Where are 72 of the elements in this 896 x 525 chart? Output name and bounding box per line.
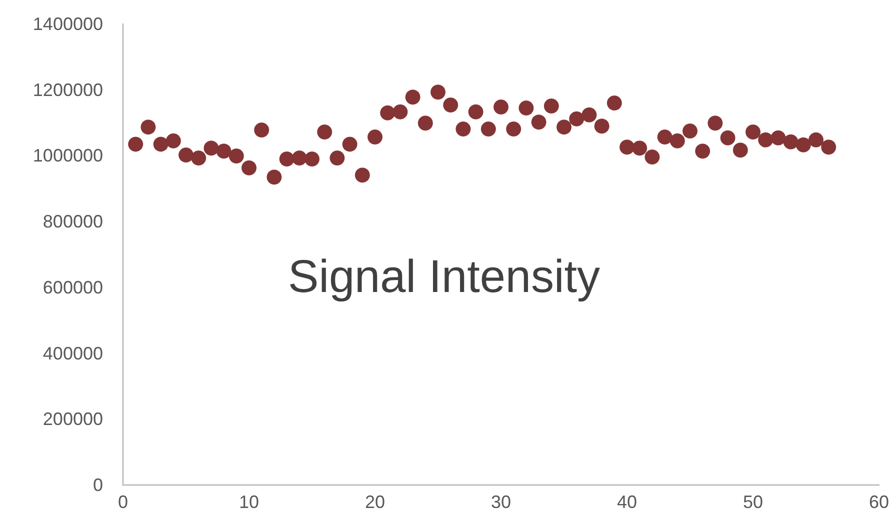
y-tick-label: 1400000: [32, 14, 103, 34]
point: [821, 140, 836, 155]
point: [304, 152, 320, 167]
point: [254, 122, 270, 138]
point: [518, 100, 534, 116]
point: [708, 116, 723, 131]
point: [266, 170, 282, 185]
point: [758, 132, 774, 148]
point: [682, 124, 698, 139]
y-tick-label: 600000: [42, 277, 103, 298]
y-tick-label: 200000: [42, 409, 103, 430]
point: [657, 129, 672, 144]
point: [506, 122, 522, 137]
x-tick-label: 30: [490, 492, 512, 512]
point: [330, 150, 345, 166]
point: [317, 124, 332, 140]
point: [796, 137, 811, 152]
point: [443, 98, 458, 112]
point: [594, 118, 610, 134]
point: [720, 130, 736, 146]
point: [418, 116, 433, 131]
point: [228, 148, 244, 164]
y-tick-label: 1000000: [32, 146, 103, 166]
point: [480, 122, 496, 137]
point: [770, 130, 786, 146]
point: [342, 136, 358, 152]
point: [140, 120, 156, 135]
point: [670, 133, 685, 148]
point: [468, 104, 484, 120]
x-tick-label: 10: [238, 492, 260, 512]
point: [732, 142, 748, 158]
point: [178, 148, 194, 163]
point: [569, 111, 584, 126]
point: [531, 114, 546, 130]
point: [368, 129, 382, 144]
point: [392, 104, 408, 120]
y-tick-label: 400000: [42, 343, 103, 364]
point: [430, 84, 446, 100]
point: [191, 150, 206, 166]
point: [494, 99, 508, 114]
point: [292, 150, 307, 166]
point: [620, 140, 634, 155]
x-tick-label: 60: [868, 492, 890, 512]
point: [153, 136, 168, 152]
y-tick-label: 0: [92, 475, 103, 495]
point: [746, 124, 760, 140]
point: [216, 144, 232, 159]
y-tick-label: 800000: [42, 212, 103, 232]
x-tick-label: 0: [118, 492, 128, 512]
point: [456, 122, 471, 137]
point: [582, 107, 597, 122]
point: [783, 134, 798, 150]
point: [606, 96, 622, 111]
text: Signal Intensity: [288, 250, 600, 302]
point: [242, 160, 256, 176]
point: [632, 140, 648, 156]
point: [380, 105, 396, 120]
point: [166, 133, 181, 148]
point: [128, 136, 144, 152]
point: [354, 168, 370, 183]
x-tick-label: 20: [364, 492, 386, 512]
x-tick-label: 50: [742, 492, 764, 512]
point: [204, 140, 219, 156]
point: [808, 132, 824, 148]
y-tick-label: 1200000: [32, 80, 103, 100]
point: [695, 144, 710, 159]
point: [544, 98, 559, 114]
point: [644, 150, 660, 165]
point: [279, 152, 294, 167]
x-tick-label: 40: [616, 492, 638, 512]
point: [405, 90, 420, 105]
point: [556, 120, 572, 135]
